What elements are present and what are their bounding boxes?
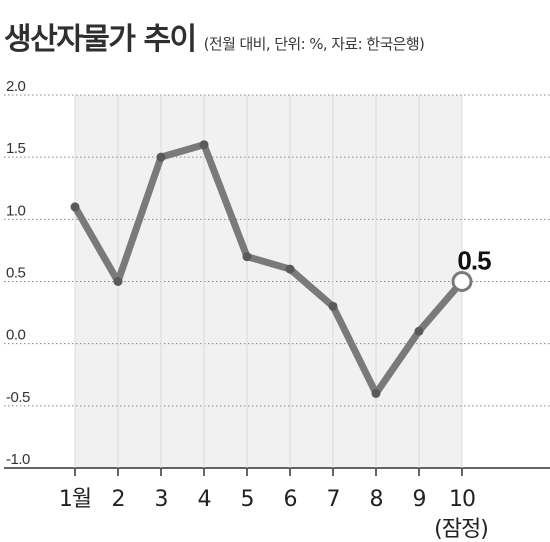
value-callout: 0.5 bbox=[457, 246, 491, 276]
series-line bbox=[71, 141, 466, 397]
x-tick-label: 4 bbox=[198, 487, 211, 512]
y-tick-label: -1.0 bbox=[6, 451, 30, 468]
y-tick-label: 1.5 bbox=[6, 140, 26, 157]
y-tick-label: 0.0 bbox=[6, 327, 26, 344]
data-point bbox=[199, 140, 209, 150]
x-tick-label: 5 bbox=[241, 487, 254, 512]
data-point bbox=[242, 252, 252, 262]
data-point bbox=[328, 301, 338, 311]
data-point bbox=[371, 388, 381, 398]
x-tick-label: 2 bbox=[112, 487, 125, 512]
y-tick-label: -0.5 bbox=[6, 389, 30, 406]
data-point bbox=[285, 264, 295, 274]
data-point bbox=[156, 152, 166, 162]
x-tick-label: 9 bbox=[413, 487, 426, 512]
x-tick-label: 8 bbox=[370, 487, 383, 512]
data-point bbox=[414, 326, 424, 336]
data-point bbox=[113, 277, 123, 286]
chart-subtitle: (전월 대비, 단위: %, 자료: 한국은행) bbox=[203, 35, 425, 53]
x-tick-label: 6 bbox=[284, 487, 297, 512]
highlight-point bbox=[451, 271, 473, 292]
x-tick-label: 1월 bbox=[59, 487, 91, 512]
x-tick-label: 10 bbox=[449, 487, 475, 512]
chart-title: 생산자물가 추이 bbox=[4, 22, 197, 57]
y-tick-label: 0.5 bbox=[6, 265, 26, 282]
x-tick-sublabel: (잠정) bbox=[434, 517, 488, 542]
x-tick-label: 7 bbox=[327, 487, 340, 512]
y-tick-label: 2.0 bbox=[6, 78, 26, 95]
y-tick-label: 1.0 bbox=[6, 202, 26, 219]
x-tick-label: 3 bbox=[155, 487, 168, 512]
title-row: 생산자물가 추이 (전월 대비, 단위: %, 자료: 한국은행) bbox=[4, 14, 425, 57]
data-point bbox=[70, 202, 80, 212]
